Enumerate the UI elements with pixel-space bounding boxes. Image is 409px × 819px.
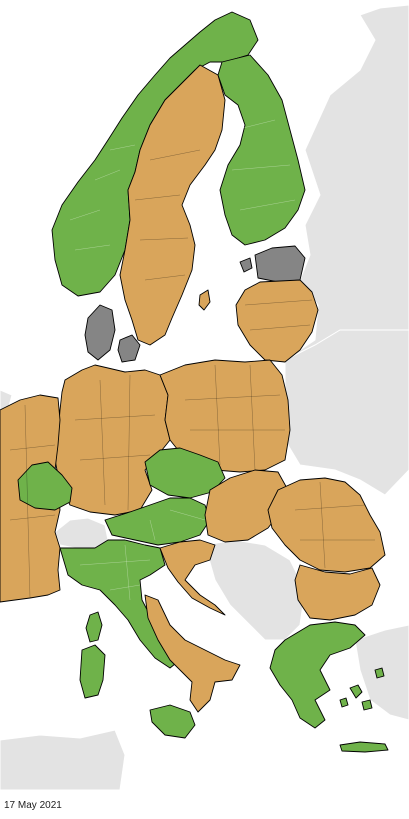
region-romania [267, 477, 386, 573]
map [0, 4, 409, 790]
region-poland [159, 359, 291, 473]
region-norway [51, 11, 259, 297]
region-denmark [84, 304, 116, 361]
region-estonia [254, 245, 306, 283]
region-gotland [198, 289, 211, 311]
region-italy-south [144, 594, 241, 713]
region-sardinia [79, 644, 106, 699]
region-crete [339, 741, 389, 753]
region-bulgaria [294, 564, 381, 621]
balkans-area [204, 539, 306, 641]
region-denmark-islands [117, 334, 141, 363]
region-greece [269, 621, 366, 729]
member-regions [0, 11, 389, 753]
north-africa-area [0, 729, 126, 790]
region-croatia [159, 539, 226, 616]
region-estonia-islands [239, 257, 253, 273]
date-label: 17 May 2021 [4, 800, 62, 811]
region-czechia [144, 447, 226, 499]
region-finland [217, 54, 306, 246]
region-sweden [119, 64, 226, 346]
region-sicily [149, 704, 196, 739]
region-corsica [85, 611, 103, 643]
belarus-ukraine-area [284, 329, 409, 496]
subregion-borders [9, 119, 375, 601]
non-member-areas [0, 4, 409, 790]
region-latvia-lithuania [235, 279, 319, 363]
region-greek-islands [339, 667, 385, 711]
